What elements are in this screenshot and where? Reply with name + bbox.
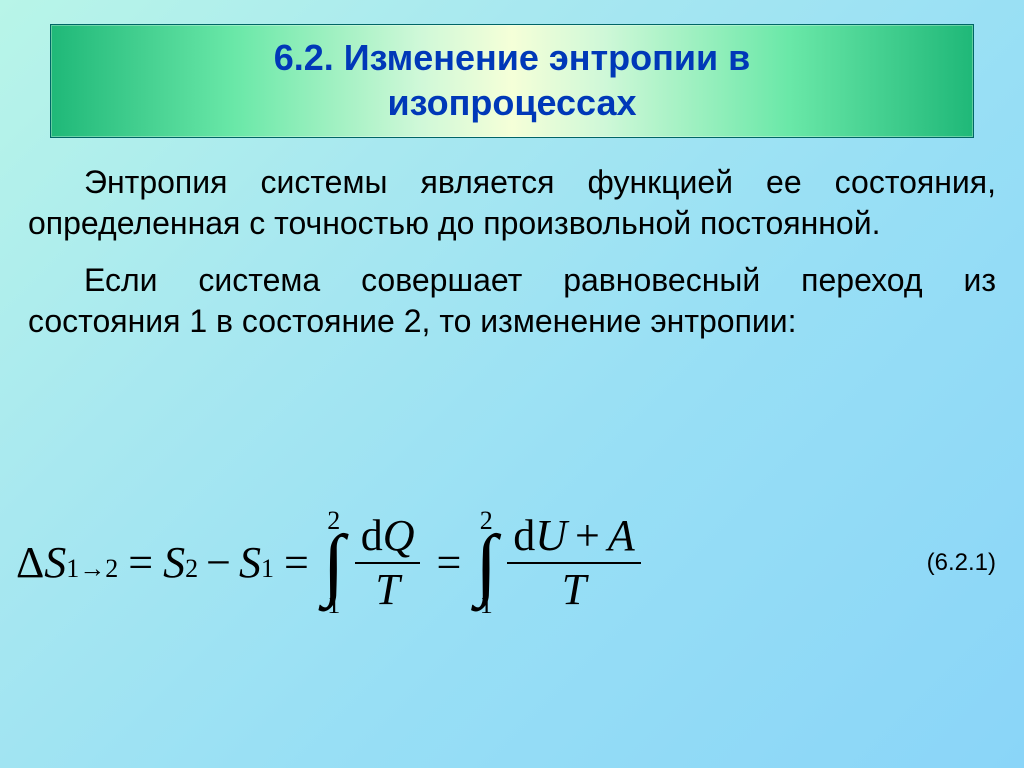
fraction-dq-t: dQ T (355, 514, 421, 612)
title-line-1: 6.2. Изменение энтропии в (71, 35, 953, 80)
paragraph-2: Если система совершает равновесный перех… (28, 260, 996, 342)
equals-1: = (128, 537, 153, 588)
var-S: S (44, 537, 66, 588)
den-t2: T (507, 562, 641, 612)
sub-1to2: 1→2 (66, 554, 118, 584)
den-t1: T (355, 562, 421, 612)
int1-lower: 1 (327, 592, 340, 618)
integral-1: 2 ∫ 1 (323, 508, 345, 618)
delta-symbol: Δ (16, 537, 44, 588)
var-S2: S (163, 537, 185, 588)
sub-2: 2 (185, 554, 198, 584)
int2-symbol: ∫ (475, 530, 497, 598)
var-S1: S (239, 537, 261, 588)
sub-1: 1 (261, 554, 274, 584)
num-du-a: dU+A (507, 514, 641, 562)
formula-row: ΔS1→2 = S2 − S1 = 2 ∫ 1 dQ T = 2 ∫ 1 dU+… (0, 358, 1024, 768)
section-title: 6.2. Изменение энтропии в изопроцессах (50, 24, 974, 138)
body-text: Энтропия системы является функцией ее со… (0, 150, 1024, 358)
equals-2: = (284, 537, 309, 588)
equals-3: = (436, 537, 461, 588)
entropy-formula: ΔS1→2 = S2 − S1 = 2 ∫ 1 dQ T = 2 ∫ 1 dU+… (16, 508, 913, 618)
title-line-2: изопроцессах (71, 80, 953, 125)
paragraph-1: Энтропия системы является функцией ее со… (28, 162, 996, 244)
int1-symbol: ∫ (323, 530, 345, 598)
integral-2: 2 ∫ 1 (475, 508, 497, 618)
equation-number: (6.2.1) (913, 549, 996, 577)
fraction-du-a-t: dU+A T (507, 514, 641, 612)
num-dq: dQ (355, 514, 421, 562)
minus-sign: − (206, 537, 231, 588)
int2-lower: 1 (480, 592, 493, 618)
